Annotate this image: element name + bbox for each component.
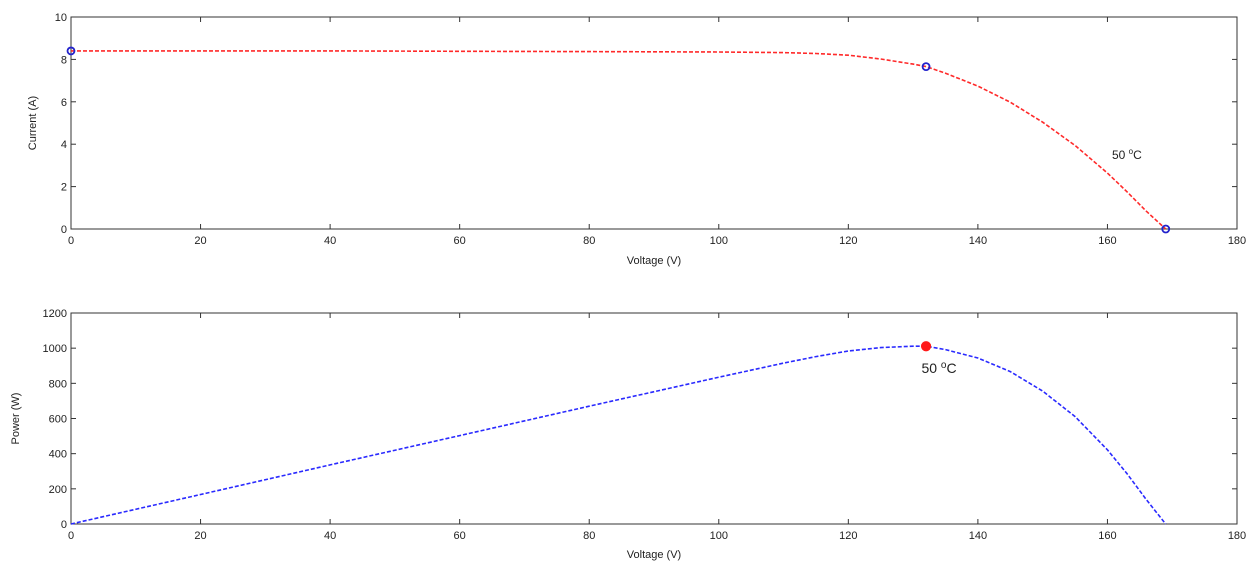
current-plot-frame (70, 16, 1238, 230)
power-xtick-label: 140 (969, 530, 987, 542)
power-ytick-label: 0 (61, 519, 67, 531)
power-ytick-label: 600 (49, 414, 67, 426)
power-ytick-label: 200 (49, 484, 67, 496)
current-xtick-label: 140 (969, 235, 987, 247)
power-xtick-label: 20 (194, 530, 206, 542)
current-ytick-label: 4 (61, 139, 67, 151)
power-series-line (70, 345, 1167, 525)
current-ytick-label: 8 (61, 54, 67, 66)
current-xtick-label: 40 (324, 235, 336, 247)
power-y-axis-label: Power (W) (10, 393, 22, 445)
power-xtick-label: 40 (324, 530, 336, 542)
current-xtick-label: 100 (710, 235, 728, 247)
current-y-axis-label: Current (A) (27, 96, 39, 150)
power-ytick-label: 800 (49, 378, 67, 390)
current-xtick-label: 180 (1228, 235, 1246, 247)
power-ytick-label: 1200 (43, 308, 67, 320)
current-point-marker (66, 46, 76, 56)
power-ytick-label: 400 (49, 449, 67, 461)
current-ytick-label: 10 (55, 12, 67, 24)
current-point-marker (921, 62, 931, 72)
power-xtick-label: 60 (454, 530, 466, 542)
power-xtick-label: 80 (583, 530, 595, 542)
power-xtick-label: 180 (1228, 530, 1246, 542)
power-xtick-label: 0 (68, 530, 74, 542)
power-plot-frame (70, 312, 1238, 525)
current-xtick-label: 60 (454, 235, 466, 247)
current-xtick-label: 120 (839, 235, 857, 247)
current-series-line (71, 50, 1167, 230)
power-xtick-label: 160 (1098, 530, 1116, 542)
annotation-value: 50 (1112, 148, 1129, 162)
annotation-unit: C (1133, 148, 1142, 162)
current-voltage-chart: 0 20 40 60 80 100 120 140 160 180 0 2 4 6 8 10 Voltage (… (27, 12, 1246, 267)
annotation-value: 50 (921, 360, 940, 376)
current-ytick-label: 2 (61, 182, 67, 194)
current-xtick-label: 0 (68, 235, 74, 247)
power-point-marker (920, 341, 932, 352)
current-x-axis-label: Voltage (V) (627, 255, 681, 267)
annotation-unit: C (946, 360, 956, 376)
annotation-degree: o (1129, 147, 1134, 156)
power-x-axis-label: Voltage (V) (627, 549, 681, 561)
current-xtick-label: 160 (1098, 235, 1116, 247)
current-ytick-label: 0 (61, 224, 67, 236)
power-voltage-chart: 0 20 40 60 80 100 120 140 160 180 0 200 400 600 800 100… (10, 308, 1246, 561)
current-ytick-label: 6 (61, 97, 67, 109)
current-xtick-label: 20 (194, 235, 206, 247)
power-ytick-label: 1000 (43, 343, 67, 355)
current-temperature-annotation: 50 oC (1112, 147, 1142, 162)
annotation-degree: o (941, 360, 947, 371)
power-temperature-annotation: 50 oC (921, 360, 956, 376)
power-xtick-label: 100 (710, 530, 728, 542)
current-xtick-label: 80 (583, 235, 595, 247)
current-point-marker (1161, 224, 1171, 234)
power-xtick-label: 120 (839, 530, 857, 542)
